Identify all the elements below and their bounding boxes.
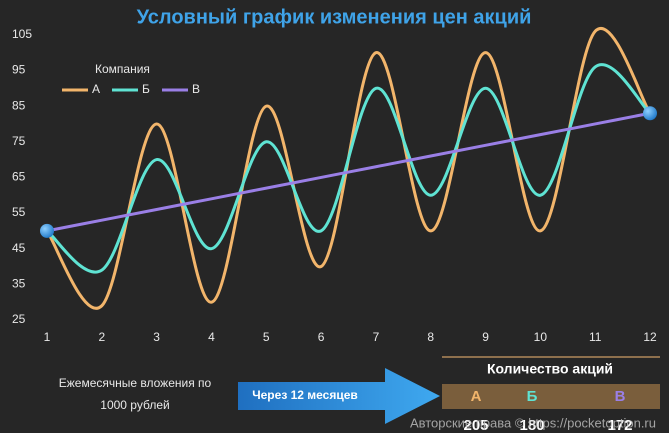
table-header: А (471, 388, 482, 405)
table-value: 205 (463, 417, 488, 433)
copyright: Авторские права © https://pocketoption.r… (410, 415, 656, 430)
x-tick-label: 6 (318, 330, 325, 344)
end-marker (643, 106, 657, 121)
x-tick-label: 11 (589, 330, 602, 344)
legend-label: А (92, 82, 100, 96)
investment-note: Ежемесячные вложения по (59, 376, 212, 390)
table-title: Количество акций (487, 361, 613, 377)
y-tick-label: 95 (12, 63, 26, 77)
table-value: 172 (607, 417, 632, 433)
table-header: В (615, 388, 626, 405)
legend-label: Б (142, 82, 150, 96)
x-tick-label: 9 (482, 330, 489, 344)
y-tick-label: 105 (12, 27, 32, 41)
x-tick-label: 2 (98, 330, 105, 344)
x-tick-label: 1 (44, 330, 51, 344)
y-tick-label: 35 (12, 277, 26, 291)
legend-title: Компания (95, 62, 150, 76)
x-tick-label: 10 (534, 330, 548, 344)
y-tick-label: 65 (12, 170, 26, 184)
x-tick-label: 5 (263, 330, 270, 344)
x-tick-label: 8 (427, 330, 434, 344)
y-tick-label: 45 (12, 241, 26, 255)
end-marker (40, 223, 54, 238)
y-tick-label: 85 (12, 98, 26, 112)
table-header-row (442, 384, 660, 409)
x-tick-label: 4 (208, 330, 215, 344)
table-value: 180 (519, 417, 544, 433)
legend-label: В (192, 82, 200, 96)
chart-title: Условный график изменения цен акций (137, 6, 532, 28)
x-tick-label: 12 (643, 330, 657, 344)
series-line (46, 63, 652, 274)
series-line (46, 111, 651, 233)
investment-note: 1000 рублей (100, 398, 169, 412)
arrow (238, 368, 440, 424)
arrow-label: Через 12 месяцев (252, 388, 358, 402)
x-tick-label: 7 (373, 330, 380, 344)
table-header: Б (527, 388, 538, 405)
y-tick-label: 55 (12, 205, 26, 219)
x-tick-label: 3 (153, 330, 160, 344)
y-tick-label: 25 (12, 312, 26, 326)
y-tick-label: 75 (12, 134, 26, 148)
